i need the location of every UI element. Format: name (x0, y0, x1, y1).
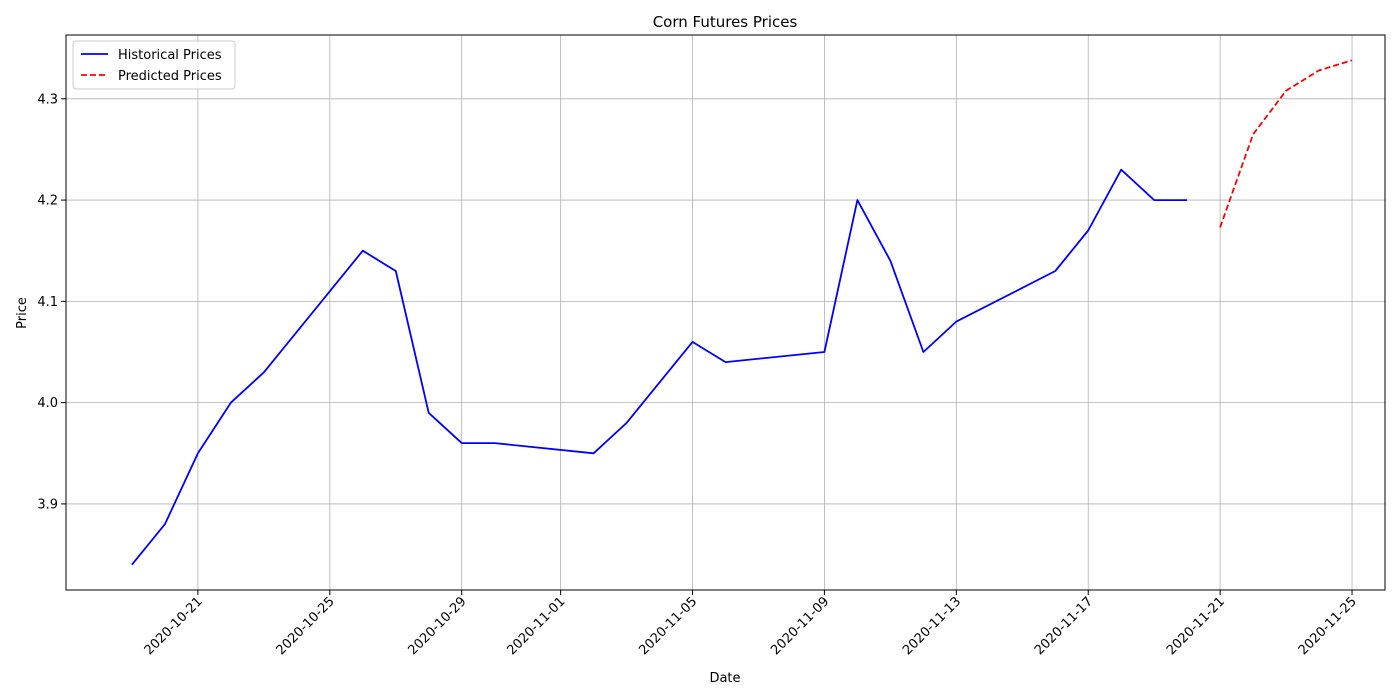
x-tick-label: 2020-10-29 (405, 594, 469, 658)
y-tick-label: 3.9 (37, 497, 58, 512)
y-tick-label: 4.0 (37, 396, 58, 411)
x-tick-label: 2020-11-01 (504, 594, 568, 658)
y-tick-label: 4.2 (37, 194, 58, 209)
x-tick-label: 2020-11-17 (1032, 594, 1096, 658)
y-axis: 3.9 4.0 4.1 4.2 4.3 (37, 92, 66, 512)
y-tick-label: 4.1 (37, 295, 58, 310)
legend: Historical Prices Predicted Prices (72, 40, 236, 90)
x-tick-label: 2020-11-09 (768, 594, 832, 658)
plot-area (66, 35, 1385, 590)
x-tick-label: 2020-10-21 (142, 594, 206, 658)
plot-frame (65, 34, 1386, 591)
series-lines (131, 59, 1353, 566)
y-axis-title: Price (15, 297, 30, 329)
chart-title: Corn Futures Prices (653, 13, 798, 31)
x-tick-label: 2020-11-21 (1164, 594, 1228, 658)
x-tick-label: 2020-10-25 (274, 594, 338, 658)
x-tick-label: 2020-11-13 (900, 594, 964, 658)
legend-label-predicted: Predicted Prices (118, 69, 222, 84)
x-axis: 2020-10-21 2020-10-25 2020-10-29 2020-11-01… (142, 590, 1360, 658)
legend-box (72, 40, 236, 90)
x-tick-label: 2020-11-05 (636, 594, 700, 658)
x-tick-label: 2020-11-25 (1296, 594, 1360, 658)
x-axis-title: Date (709, 671, 740, 686)
historical-prices-line (131, 168, 1188, 566)
legend-label-historical: Historical Prices (118, 48, 222, 63)
y-tick-label: 4.3 (37, 92, 58, 107)
predicted-prices-line (1219, 59, 1353, 228)
